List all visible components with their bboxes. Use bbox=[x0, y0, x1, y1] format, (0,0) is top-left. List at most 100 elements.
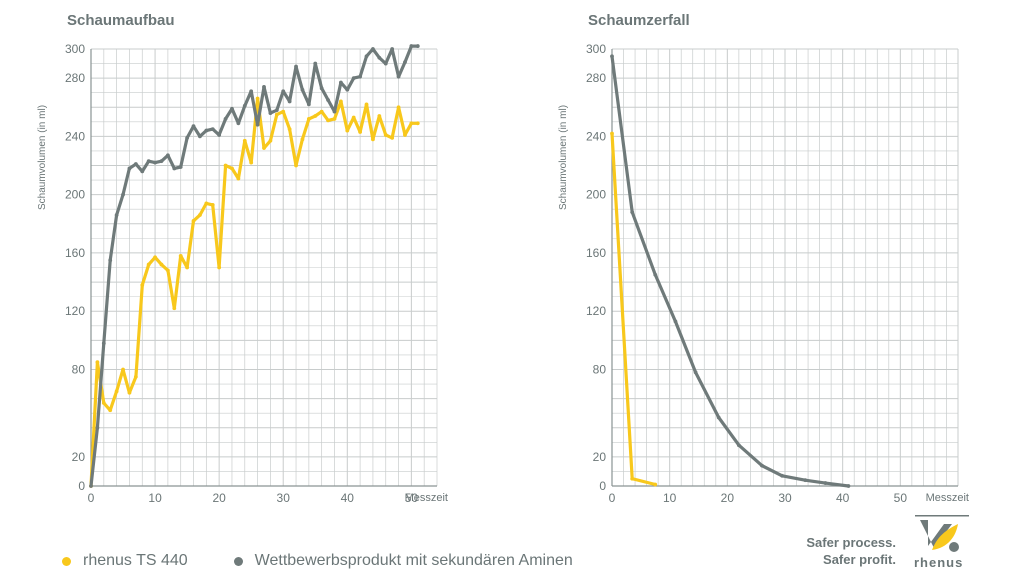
data-point-rhenus bbox=[415, 121, 420, 126]
data-point-competitor bbox=[114, 213, 119, 217]
legend-item-competitor: Wettbewerbsprodukt mit sekundären Aminen bbox=[233, 552, 573, 570]
data-point-competitor bbox=[653, 272, 658, 277]
data-point-competitor bbox=[377, 55, 382, 60]
data-point-competitor bbox=[610, 54, 614, 59]
data-point-competitor bbox=[338, 80, 343, 85]
data-point-rhenus bbox=[140, 283, 145, 287]
data-point-rhenus bbox=[351, 115, 356, 120]
data-point-rhenus bbox=[217, 265, 222, 270]
data-point-competitor bbox=[172, 166, 177, 171]
y-tick-label: 0 bbox=[78, 479, 85, 493]
y-tick-label: 300 bbox=[586, 42, 606, 56]
data-point-competitor bbox=[159, 159, 164, 164]
data-point-rhenus bbox=[396, 105, 401, 110]
data-point-rhenus bbox=[262, 146, 266, 150]
data-point-rhenus bbox=[287, 127, 292, 132]
data-point-rhenus bbox=[377, 114, 382, 118]
legend: rhenus TS 440 Wettbewerbsprodukt mit sek… bbox=[62, 552, 619, 570]
data-point-rhenus bbox=[133, 374, 138, 379]
data-point-competitor bbox=[204, 128, 209, 133]
data-point-rhenus bbox=[390, 135, 395, 140]
data-point-competitor bbox=[121, 192, 125, 197]
x-tick-label: 10 bbox=[663, 491, 677, 505]
x-tick-label: 0 bbox=[609, 491, 616, 505]
data-point-competitor bbox=[268, 111, 273, 115]
data-point-competitor bbox=[262, 84, 266, 89]
data-point-competitor bbox=[780, 473, 785, 478]
data-point-competitor bbox=[153, 160, 157, 165]
data-point-competitor bbox=[313, 61, 318, 66]
data-point-competitor bbox=[673, 319, 678, 324]
data-point-rhenus bbox=[345, 128, 350, 133]
y-tick-label: 240 bbox=[586, 129, 606, 143]
series-line-rhenus bbox=[610, 131, 657, 487]
legend-label-rhenus: rhenus TS 440 bbox=[83, 552, 188, 569]
data-point-competitor bbox=[236, 121, 241, 126]
data-point-competitor bbox=[281, 89, 286, 94]
data-point-rhenus bbox=[146, 262, 151, 267]
data-point-rhenus bbox=[383, 133, 388, 137]
data-point-rhenus bbox=[294, 163, 298, 168]
data-point-rhenus bbox=[326, 118, 330, 123]
data-point-competitor bbox=[371, 47, 375, 51]
x-axis-label: Messzeit bbox=[405, 492, 448, 504]
rhenus-logo-text: rhenus bbox=[914, 555, 964, 570]
data-point-competitor bbox=[127, 166, 132, 171]
data-point-competitor bbox=[823, 481, 828, 485]
series-line-competitor bbox=[610, 54, 851, 488]
chart-title: Schaumaufbau bbox=[67, 12, 175, 29]
data-point-competitor bbox=[760, 463, 764, 468]
data-point-competitor bbox=[326, 98, 330, 102]
data-point-competitor bbox=[108, 258, 113, 263]
x-tick-label: 40 bbox=[836, 491, 850, 505]
data-point-rhenus bbox=[371, 137, 375, 142]
data-point-rhenus bbox=[358, 130, 363, 134]
data-point-rhenus bbox=[172, 306, 177, 311]
y-tick-label: 160 bbox=[65, 246, 85, 260]
data-point-rhenus bbox=[338, 99, 343, 104]
y-tick-label: 160 bbox=[586, 246, 606, 260]
data-point-competitor bbox=[191, 124, 196, 129]
data-point-rhenus bbox=[364, 102, 369, 107]
data-point-competitor bbox=[230, 106, 234, 111]
data-point-rhenus bbox=[165, 268, 170, 273]
y-tick-label: 80 bbox=[72, 362, 86, 376]
data-point-competitor bbox=[364, 54, 369, 59]
data-point-competitor bbox=[294, 64, 298, 69]
data-point-competitor bbox=[415, 44, 420, 48]
data-point-competitor bbox=[396, 74, 401, 79]
data-point-competitor bbox=[217, 133, 222, 137]
data-point-competitor bbox=[274, 108, 279, 113]
data-point-rhenus bbox=[210, 202, 215, 207]
data-point-competitor bbox=[409, 44, 414, 48]
data-point-rhenus bbox=[204, 201, 209, 206]
data-point-rhenus bbox=[300, 137, 305, 142]
brand-line-2: Safer profit. bbox=[823, 552, 896, 567]
data-point-rhenus bbox=[121, 367, 125, 372]
data-point-competitor bbox=[185, 135, 190, 140]
data-point-rhenus bbox=[319, 109, 324, 114]
data-point-rhenus bbox=[230, 166, 234, 171]
data-point-rhenus bbox=[198, 213, 202, 217]
data-point-competitor bbox=[95, 425, 100, 430]
brand-slogan: Safer process. Safer profit. bbox=[806, 534, 896, 568]
data-point-competitor bbox=[693, 370, 698, 375]
y-axis-label: Schaumvolumen (in ml) bbox=[37, 105, 48, 210]
data-point-rhenus bbox=[306, 117, 311, 121]
data-point-competitor bbox=[383, 61, 388, 66]
data-point-rhenus bbox=[403, 133, 407, 137]
data-point-competitor bbox=[165, 153, 170, 158]
chart-schaumzerfall: Schaumzerfall Schaumvolumen (in ml) 20 80 12… bbox=[558, 12, 969, 505]
data-point-rhenus bbox=[630, 476, 635, 481]
data-point-competitor bbox=[332, 109, 337, 114]
x-tick-label: 30 bbox=[778, 491, 792, 505]
y-tick-label: 20 bbox=[593, 450, 607, 464]
data-point-competitor bbox=[255, 122, 260, 127]
data-point-rhenus bbox=[95, 360, 100, 365]
data-point-competitor bbox=[403, 60, 407, 65]
data-point-rhenus bbox=[236, 176, 241, 181]
data-point-competitor bbox=[306, 102, 311, 107]
data-point-competitor bbox=[846, 484, 851, 488]
data-point-rhenus bbox=[268, 138, 273, 143]
data-point-rhenus bbox=[191, 218, 196, 223]
